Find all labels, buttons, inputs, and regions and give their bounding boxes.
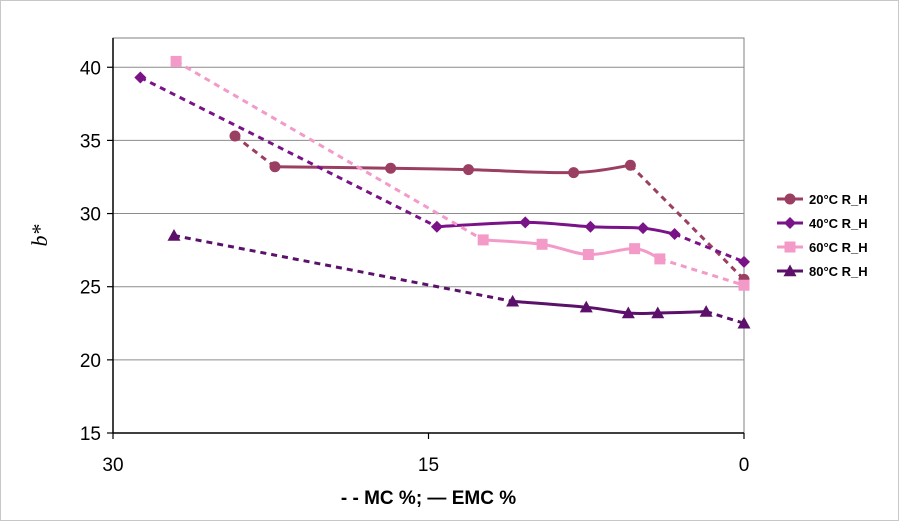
y-tick-label-35: 35 bbox=[80, 131, 101, 152]
series-3-point-4 bbox=[621, 306, 635, 319]
series-2-point-4 bbox=[582, 249, 594, 261]
series-0-tail-line bbox=[629, 164, 746, 281]
series-1-point-6 bbox=[668, 228, 681, 241]
legend-marker-1 bbox=[784, 217, 796, 229]
series-1-point-3 bbox=[519, 216, 532, 229]
series-1-point-1 bbox=[430, 220, 443, 233]
series-1-tail-line bbox=[674, 232, 745, 264]
series-1-point-0 bbox=[134, 71, 147, 84]
x-tick-label-0: 0 bbox=[739, 455, 750, 476]
series-0-point-3 bbox=[385, 162, 397, 174]
legend-marker-2 bbox=[784, 241, 796, 253]
series-3-point-3 bbox=[579, 300, 593, 313]
y-tick-label-25: 25 bbox=[80, 278, 101, 299]
legend-marker-3 bbox=[783, 264, 797, 277]
y-tick-label-30: 30 bbox=[80, 205, 101, 226]
x-axis-label: - - MC %; — EMC % bbox=[341, 488, 516, 509]
y-tick-label-20: 20 bbox=[80, 351, 101, 372]
series-3-point-5 bbox=[651, 306, 665, 319]
legend-label-3: 80°C R_H bbox=[809, 264, 868, 279]
series-0-point-6 bbox=[624, 159, 636, 171]
series-2-point-6 bbox=[654, 253, 666, 265]
y-axis-label: b* bbox=[27, 225, 52, 247]
plot-border bbox=[112, 37, 745, 434]
y-tick-label-40: 40 bbox=[80, 58, 101, 79]
series-2-mc-line bbox=[175, 60, 484, 242]
series-0-point-5 bbox=[568, 167, 580, 179]
legend: 20°C R_H 40°C R_H 60°C R_H 80°C R_H bbox=[777, 192, 868, 279]
x-tick-label-15: 15 bbox=[418, 455, 439, 476]
legend-label-0: 20°C R_H bbox=[809, 192, 868, 207]
legend-label-2: 60°C R_H bbox=[809, 240, 868, 255]
legend-label-1: 40°C R_H bbox=[809, 216, 868, 231]
series-1-mc-line bbox=[139, 76, 438, 229]
series-1-point-5 bbox=[637, 222, 650, 235]
x-tick-label-30: 30 bbox=[102, 455, 123, 476]
series-0-point-0 bbox=[229, 130, 241, 142]
series-3-tail-line bbox=[705, 310, 745, 325]
series-3-point-6 bbox=[699, 305, 713, 317]
series-2-point-3 bbox=[536, 238, 548, 250]
series-2-point-1 bbox=[477, 234, 489, 246]
y-tick-labels: 15 20 25 30 35 40 bbox=[80, 58, 101, 445]
series-3-point-1 bbox=[506, 294, 520, 307]
x-tick-labels: 30 15 0 bbox=[102, 455, 749, 476]
series-3-point-8 bbox=[737, 316, 751, 329]
series-2-tail-line bbox=[659, 257, 745, 287]
series-0-point-1 bbox=[269, 161, 281, 173]
series-3-mc-line bbox=[173, 234, 513, 303]
series-markers bbox=[134, 55, 751, 329]
series-2-point-5 bbox=[629, 243, 641, 255]
series-2-point-0 bbox=[170, 55, 182, 67]
series-0-point-4 bbox=[462, 164, 474, 176]
axes bbox=[107, 38, 745, 439]
y-tick-label-15: 15 bbox=[80, 424, 101, 445]
legend-marker-0 bbox=[784, 193, 796, 205]
series-2-point-8 bbox=[738, 279, 750, 291]
series-1-point-4 bbox=[584, 220, 597, 233]
plot-area bbox=[112, 37, 745, 434]
series-3-point-0 bbox=[167, 229, 181, 241]
series-1-point-8 bbox=[738, 255, 750, 268]
series-0-mc-line bbox=[234, 134, 276, 168]
